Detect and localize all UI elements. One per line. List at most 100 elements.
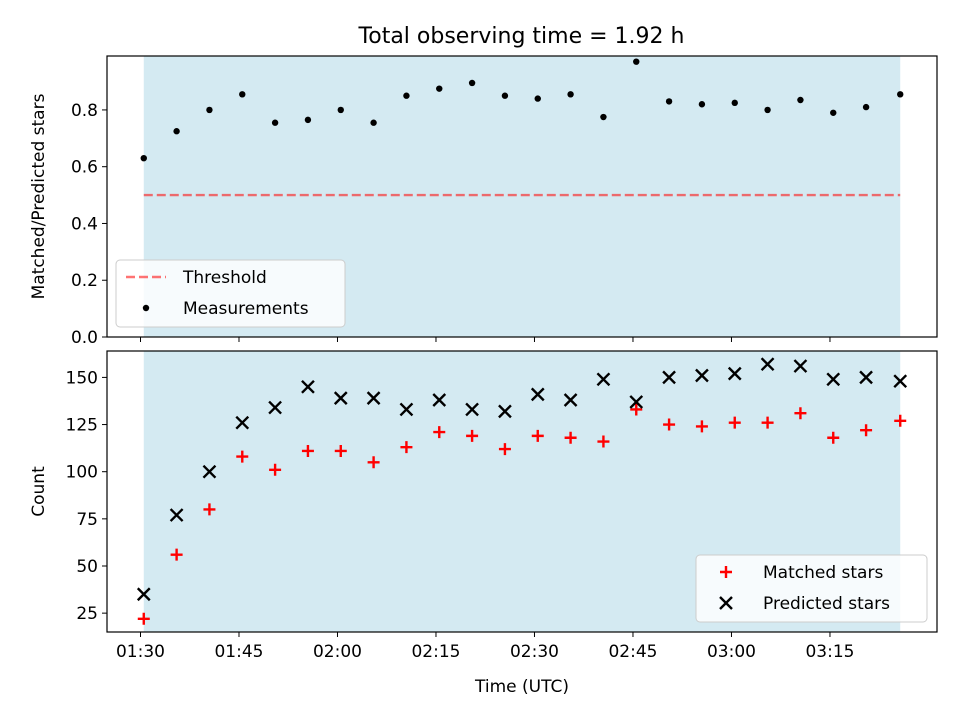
x-tick-label: 02:45 xyxy=(608,642,657,662)
matched-stars-point xyxy=(695,420,708,433)
legend-label: Predicted stars xyxy=(763,594,890,614)
x-tick-label: 01:30 xyxy=(116,642,165,662)
series-matched-stars xyxy=(137,403,907,625)
legend-measurements-swatch xyxy=(142,304,150,312)
measurement-point xyxy=(534,95,541,102)
matched-stars-point xyxy=(794,407,807,420)
y-tick-label: 50 xyxy=(76,557,98,577)
x-axis-label: Time (UTC) xyxy=(474,677,569,697)
y-tick-label: 125 xyxy=(66,416,98,436)
matched-stars-point xyxy=(761,416,774,429)
axes-frame xyxy=(106,55,938,338)
legend-label: Threshold xyxy=(182,268,267,288)
measurement-point xyxy=(797,96,804,104)
matched-stars-point xyxy=(170,548,183,561)
predicted-stars-point xyxy=(268,400,282,415)
x-tick-label: 03:15 xyxy=(805,642,854,662)
measurement-point xyxy=(698,101,706,108)
predicted-stars-point xyxy=(235,415,250,430)
legend-matched-swatch xyxy=(720,566,732,578)
matched-stars-point xyxy=(400,441,413,454)
predicted-stars-point xyxy=(826,372,841,387)
panel-ratio: 0.0 0.2 0.4 0.6 0.8 Matched/Predicted stars Th… xyxy=(29,55,938,348)
matched-stars-point xyxy=(301,444,314,457)
x-tick-label: 01:45 xyxy=(214,642,263,662)
predicted-stars-point xyxy=(563,393,578,407)
predicted-stars-point xyxy=(859,370,873,385)
y-tick-label: 75 xyxy=(76,510,98,530)
matched-stars-point xyxy=(630,403,643,416)
predicted-stars-point xyxy=(893,374,908,389)
measurement-point xyxy=(633,58,640,65)
matched-stars-point xyxy=(137,612,150,625)
predicted-stars-point xyxy=(366,391,381,405)
predicted-stars-point xyxy=(498,404,512,419)
y-tick-label: 0.4 xyxy=(71,214,98,234)
matched-stars-point xyxy=(894,414,907,427)
measurement-point xyxy=(403,92,410,99)
predicted-stars-point xyxy=(465,402,479,417)
measurement-point xyxy=(239,91,246,98)
y-axis-label: Matched/Predicted stars xyxy=(29,93,49,299)
predicted-stars-point xyxy=(301,379,315,394)
measurement-point xyxy=(140,154,147,162)
matched-stars-point xyxy=(827,431,840,444)
y-axis-label: Count xyxy=(29,466,49,517)
measurement-point xyxy=(897,91,904,98)
y-tick-label: 100 xyxy=(66,463,98,483)
measurement-point xyxy=(468,79,476,87)
measurement-point xyxy=(173,128,180,135)
measurement-point xyxy=(764,106,771,114)
series-predicted-stars xyxy=(136,357,908,602)
predicted-stars-point xyxy=(695,368,709,383)
measurement-point xyxy=(600,113,607,121)
predicted-stars-point xyxy=(136,587,151,602)
matched-stars-point xyxy=(531,429,544,442)
measurement-point xyxy=(304,116,312,124)
y-tick-label: 0.0 xyxy=(71,328,98,348)
legend: Threshold Measurements xyxy=(115,259,346,328)
legend-swatch xyxy=(142,304,150,312)
predicted-stars-point xyxy=(399,402,414,417)
predicted-stars-point xyxy=(333,391,348,405)
measurement-point xyxy=(370,119,377,126)
predicted-stars-point xyxy=(530,387,545,402)
matched-stars-point xyxy=(203,503,216,516)
matched-stars-point xyxy=(334,444,347,457)
legend-swatch xyxy=(719,596,733,610)
matched-stars-point xyxy=(433,426,446,439)
legend-box xyxy=(695,554,928,623)
figure-title: Total observing time = 1.92 h xyxy=(358,24,685,49)
matched-stars-point xyxy=(367,456,380,469)
x-tick-label: 02:30 xyxy=(510,642,559,662)
measurement-point xyxy=(206,106,213,114)
measurement-point xyxy=(501,92,509,99)
matched-stars-point xyxy=(728,416,741,429)
predicted-stars-point xyxy=(629,395,644,409)
y-tick-label: 0.6 xyxy=(71,158,98,178)
y-tick-label: 0.8 xyxy=(71,101,98,121)
x-tick-label: 02:00 xyxy=(313,642,362,662)
matched-stars-point xyxy=(466,429,479,442)
axes-frame xyxy=(106,350,938,633)
matched-stars-point xyxy=(597,435,610,448)
measurement-point xyxy=(830,109,837,116)
legend-swatch xyxy=(720,566,732,578)
measurement-point xyxy=(731,99,738,107)
legend: Matched stars Predicted stars xyxy=(695,554,928,623)
y-tick-label: 0.2 xyxy=(71,271,98,291)
matched-stars-point xyxy=(269,463,282,476)
predicted-stars-point xyxy=(432,393,447,407)
predicted-stars-point xyxy=(169,508,184,522)
panels: 0.0 0.2 0.4 0.6 0.8 Matched/Predicted stars Th… xyxy=(29,55,938,697)
series-measurements xyxy=(140,58,904,162)
legend-box xyxy=(115,259,346,328)
predicted-stars-point xyxy=(596,372,611,387)
predicted-stars-point xyxy=(202,464,217,479)
y-tick-label: 150 xyxy=(66,368,98,388)
matched-stars-point xyxy=(860,424,873,437)
legend-label: Measurements xyxy=(183,299,309,319)
x-tick-label: 02:15 xyxy=(411,642,460,662)
matched-stars-point xyxy=(236,450,249,463)
